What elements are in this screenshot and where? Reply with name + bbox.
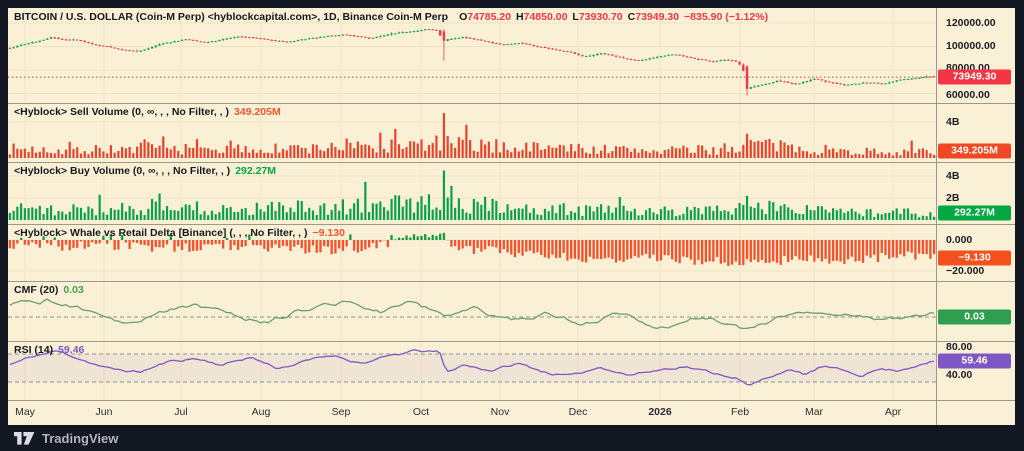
indicator-title[interactable]: CMF (20) <box>14 284 59 296</box>
sell-volume-legend[interactable]: <Hyblock> Sell Volume (0, ∞, , , No Filt… <box>14 106 281 118</box>
indicator-title[interactable]: <Hyblock> Sell Volume (0, ∞, , , No Filt… <box>14 106 230 118</box>
indicator-value: 349.205M <box>234 106 281 118</box>
buy-volume-bars[interactable] <box>8 162 936 224</box>
rsi-legend[interactable]: RSI (14) 59.46 <box>14 344 84 356</box>
pane-separator[interactable] <box>8 103 1015 104</box>
symbol-title[interactable]: BITCOIN / U.S. DOLLAR (Coin-M Perp) <hyb… <box>14 11 449 23</box>
low-label: L <box>572 11 579 23</box>
cmf-pane[interactable]: CMF (20) 0.03 <box>8 281 936 341</box>
tradingview-wordmark[interactable]: TradingView <box>42 430 119 446</box>
time-tick-label: Apr <box>884 406 902 418</box>
axis-tick-label: 4B <box>946 170 960 182</box>
cmf-legend[interactable]: CMF (20) 0.03 <box>14 284 84 296</box>
open-value: 74785.20 <box>467 11 512 23</box>
time-tick-label: Dec <box>568 406 588 418</box>
close-label: C <box>627 11 636 23</box>
time-tick-label: Jul <box>174 406 188 418</box>
low-value: 73930.70 <box>578 11 623 23</box>
indicator-title[interactable]: <Hyblock> Buy Volume (0, ∞, , , No Filte… <box>14 165 231 177</box>
indicator-value: −9.130 <box>312 227 345 239</box>
axis-tick-label: 2B <box>946 192 960 204</box>
price-pane[interactable]: BITCOIN / U.S. DOLLAR (Coin-M Perp) <hyb… <box>8 8 936 103</box>
time-tick-label: Aug <box>251 406 271 418</box>
whale-retail-delta-legend[interactable]: <Hyblock> Whale vs Retail Delta [Binance… <box>14 227 345 239</box>
time-axis[interactable]: May Jun Jul Aug Sep Oct Nov Dec 2026 Feb Mar Apr <box>8 401 936 425</box>
axis-value-badge: 349.205M <box>938 143 1011 159</box>
open-label: O <box>459 11 468 23</box>
pane-separator[interactable] <box>8 341 1015 342</box>
candlestick-chart[interactable] <box>8 8 936 103</box>
price-legend[interactable]: BITCOIN / U.S. DOLLAR (Coin-M Perp) <hyb… <box>14 11 768 23</box>
time-tick-label: May <box>15 406 35 418</box>
axis-value-badge: 292.27M <box>938 205 1011 221</box>
buy-volume-legend[interactable]: <Hyblock> Buy Volume (0, ∞, , , No Filte… <box>14 165 276 177</box>
time-tick-label: Mar <box>804 406 824 418</box>
close-value: 73949.30 <box>635 11 680 23</box>
sell-volume-bars[interactable] <box>8 103 936 162</box>
axis-tick-label: 120000.00 <box>946 17 996 29</box>
axis-tick-label: 0.000 <box>946 234 973 246</box>
tradingview-logo[interactable] <box>14 431 35 445</box>
change-value: −835.90 (−1.12%) <box>684 11 769 23</box>
axis-value-badge: −9.130 <box>938 250 1011 266</box>
indicator-value: 59.46 <box>58 344 85 356</box>
pane-separator[interactable] <box>8 162 1015 163</box>
indicator-title[interactable]: <Hyblock> Whale vs Retail Delta [Binance… <box>14 227 308 239</box>
whale-retail-delta-bars[interactable] <box>8 224 936 281</box>
chart-area[interactable]: BITCOIN / U.S. DOLLAR (Coin-M Perp) <hyb… <box>8 8 1015 425</box>
indicator-title[interactable]: RSI (14) <box>14 344 54 356</box>
axis-value-badge: 59.46 <box>938 353 1011 369</box>
cmf-line-chart[interactable] <box>8 281 936 341</box>
footer-bar: TradingView <box>0 425 1024 451</box>
axis-value-badge: 0.03 <box>938 309 1011 325</box>
pane-separator[interactable] <box>8 400 1015 401</box>
axis-tick-label: 40.00 <box>946 369 973 381</box>
time-tick-label: Oct <box>412 406 430 418</box>
time-tick-label: Nov <box>490 406 510 418</box>
time-tick-label: Jun <box>95 406 113 418</box>
whale-retail-delta-pane[interactable]: <Hyblock> Whale vs Retail Delta [Binance… <box>8 224 936 281</box>
pane-separator[interactable] <box>8 224 1015 225</box>
rsi-line-chart[interactable] <box>8 341 936 400</box>
axis-tick-label: 4B <box>946 116 960 128</box>
axis-value-badge: 73949.30 <box>938 69 1011 85</box>
price-scale[interactable]: 120000.00 100000.00 80000.00 73949.30 60000.… <box>936 8 1016 425</box>
axis-tick-label: 100000.00 <box>946 40 996 52</box>
indicator-value: 292.27M <box>235 165 277 177</box>
rsi-pane[interactable]: RSI (14) 59.46 <box>8 341 936 400</box>
axis-tick-label: 60000.00 <box>946 89 990 101</box>
time-tick-label: Feb <box>730 406 750 418</box>
time-tick-label: 2026 <box>648 406 672 418</box>
axis-tick-label: 80.00 <box>946 341 973 353</box>
high-value: 74850.00 <box>523 11 568 23</box>
sell-volume-pane[interactable]: <Hyblock> Sell Volume (0, ∞, , , No Filt… <box>8 103 936 162</box>
high-label: H <box>516 11 524 23</box>
pane-separator[interactable] <box>8 281 1015 282</box>
time-tick-label: Sep <box>331 406 351 418</box>
ohlc-values: O74785.20 H74850.00 L73930.70 C73949.30 −835… <box>454 11 768 23</box>
buy-volume-pane[interactable]: <Hyblock> Buy Volume (0, ∞, , , No Filte… <box>8 162 936 224</box>
indicator-value: 0.03 <box>63 284 84 296</box>
axis-tick-label: −20.000 <box>946 265 985 277</box>
